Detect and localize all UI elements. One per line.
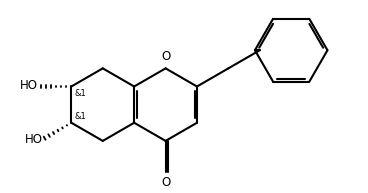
Text: &1: &1	[75, 89, 87, 98]
Text: HO: HO	[25, 133, 43, 146]
Text: O: O	[161, 50, 170, 63]
Text: O: O	[161, 176, 170, 190]
Text: HO: HO	[20, 79, 38, 91]
Text: &1: &1	[75, 112, 87, 121]
